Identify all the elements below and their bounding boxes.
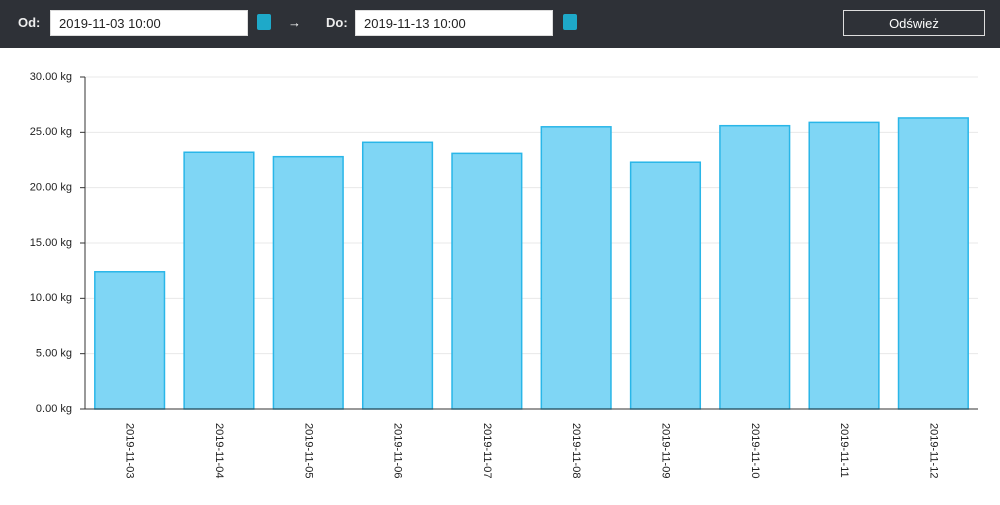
x-tick-label: 2019-11-03 bbox=[124, 423, 136, 478]
x-tick-label: 2019-11-08 bbox=[570, 423, 582, 478]
bar bbox=[94, 271, 166, 410]
refresh-button[interactable]: Odśwież bbox=[843, 10, 985, 36]
bar bbox=[272, 155, 344, 410]
x-tick-label: 2019-11-12 bbox=[927, 423, 939, 478]
bar bbox=[361, 141, 434, 410]
bar bbox=[808, 121, 880, 410]
x-tick-label: 2019-11-11 bbox=[838, 423, 850, 478]
y-tick-label: 30.00 kg bbox=[30, 71, 72, 83]
arrow: → bbox=[288, 15, 301, 30]
bar bbox=[629, 161, 702, 410]
from-input[interactable]: 2019-11-03 10:00 bbox=[50, 10, 248, 36]
y-tick-label: 10.00 kg bbox=[30, 292, 72, 304]
to-input[interactable]: 2019-11-13 10:00 bbox=[355, 10, 553, 36]
x-tick-label: 2019-11-05 bbox=[302, 423, 314, 478]
bar bbox=[719, 124, 791, 410]
x-tick-label: 2019-11-09 bbox=[660, 423, 672, 478]
bar bbox=[183, 151, 255, 410]
chart: 0.00 kg 5.00 kg 10.00 kg 15.00 kg 20.00 kg 25… bbox=[30, 71, 978, 478]
x-tick-label: 2019-11-07 bbox=[481, 423, 493, 478]
calendar-icon[interactable] bbox=[563, 14, 577, 30]
y-tick-label: 0.00 kg bbox=[36, 403, 72, 415]
bar bbox=[897, 117, 969, 410]
bar bbox=[540, 126, 612, 410]
y-tick-label: 5.00 kg bbox=[36, 348, 72, 360]
y-tick-label: 15.00 kg bbox=[30, 237, 72, 249]
from-label: Od: bbox=[18, 15, 41, 30]
toolbar: Od: 2019-11-03 10:00 → Do: 2019-11-13 10… bbox=[0, 0, 1000, 48]
y-tick-label: 25.00 kg bbox=[30, 126, 72, 138]
x-tick-label: 2019-11-04 bbox=[213, 423, 225, 478]
y-tick-label: 20.00 kg bbox=[30, 182, 72, 194]
to-label: Do: bbox=[326, 15, 348, 30]
x-tick-label: 2019-11-06 bbox=[392, 423, 404, 478]
x-tick-label: 2019-11-10 bbox=[749, 423, 761, 478]
calendar-icon[interactable] bbox=[257, 14, 271, 30]
bar bbox=[451, 152, 523, 410]
